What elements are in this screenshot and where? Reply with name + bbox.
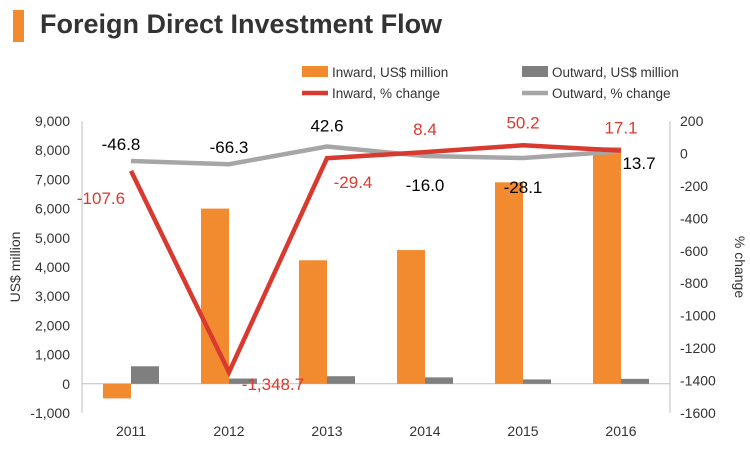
page-title: Foreign Direct Investment Flow (40, 9, 443, 39)
inward-change-data-label: 50.2 (506, 113, 539, 132)
y2-tick-label: -1000 (680, 308, 716, 324)
legend-swatch (522, 66, 548, 77)
x-tick-label: 2012 (213, 423, 244, 439)
outward-change-data-label: 42.6 (310, 117, 343, 136)
outward-bar (229, 378, 257, 384)
inward-change-data-label: -1,348.7 (242, 375, 304, 394)
y2-tick-label: -1200 (680, 340, 716, 356)
inward-change-data-label: 17.1 (604, 119, 637, 138)
outward-change-data-label: -46.8 (102, 135, 141, 154)
x-tick-label: 2015 (507, 423, 538, 439)
y2-tick-label: -400 (680, 210, 708, 226)
inward-bar (299, 260, 327, 384)
outward-change-data-label: -66.3 (210, 138, 249, 157)
legend-label: Inward, % change (332, 86, 440, 101)
x-tick-label: 2013 (311, 423, 342, 439)
y2-axis-title: % change (732, 236, 748, 298)
y-tick-label: 7,000 (35, 171, 70, 187)
outward-change-data-label: -16.0 (406, 176, 445, 195)
y2-tick-label: -1400 (680, 373, 716, 389)
y-tick-label: 3,000 (35, 288, 70, 304)
inward-bar (593, 147, 621, 384)
legend-label: Outward, % change (552, 86, 671, 101)
y-tick-label: 8,000 (35, 142, 70, 158)
y2-tick-label: -1600 (680, 405, 716, 421)
y-tick-label: 4,000 (35, 259, 70, 275)
y-tick-label: 5,000 (35, 230, 70, 246)
y2-tick-label: 200 (680, 113, 704, 129)
inward-bar (397, 250, 425, 384)
outward-bar (523, 379, 551, 384)
outward-bar (327, 376, 355, 384)
x-tick-label: 2014 (409, 423, 440, 439)
y-tick-label: 1,000 (35, 347, 70, 363)
outward-change-data-label: -28.1 (504, 178, 543, 197)
x-tick-label: 2016 (605, 423, 636, 439)
y-tick-label: 2,000 (35, 317, 70, 333)
inward-change-line (128, 143, 622, 378)
y-tick-label: 9,000 (35, 113, 70, 129)
y-tick-label: 6,000 (35, 201, 70, 217)
inward-bar (495, 182, 523, 384)
inward-change-data-label: -29.4 (334, 173, 373, 192)
legend-label: Inward, US$ million (332, 65, 448, 80)
inward-change-data-label: 8.4 (413, 120, 437, 139)
x-tick-label: 2011 (116, 423, 146, 439)
y-tick-label: 0 (62, 376, 70, 392)
inward-bar (103, 383, 131, 399)
y2-tick-label: -600 (680, 243, 708, 259)
y2-tick-label: -800 (680, 275, 708, 291)
y-axis-title: US$ million (7, 232, 23, 303)
outward-change-line (130, 144, 622, 167)
y2-tick-label: 0 (680, 145, 688, 161)
outward-bar (131, 366, 159, 384)
y-tick-label: -1,000 (30, 405, 70, 421)
legend-label: Outward, US$ million (552, 65, 679, 80)
inward-bar (201, 208, 229, 384)
title-accent-bar (13, 10, 24, 42)
outward-bar (621, 378, 649, 384)
y2-tick-label: -200 (680, 178, 708, 194)
legend-swatch (302, 66, 328, 77)
inward-change-data-label: -107.6 (77, 189, 125, 208)
outward-bar (425, 377, 453, 384)
outward-change-data-label: 13.7 (622, 154, 655, 173)
